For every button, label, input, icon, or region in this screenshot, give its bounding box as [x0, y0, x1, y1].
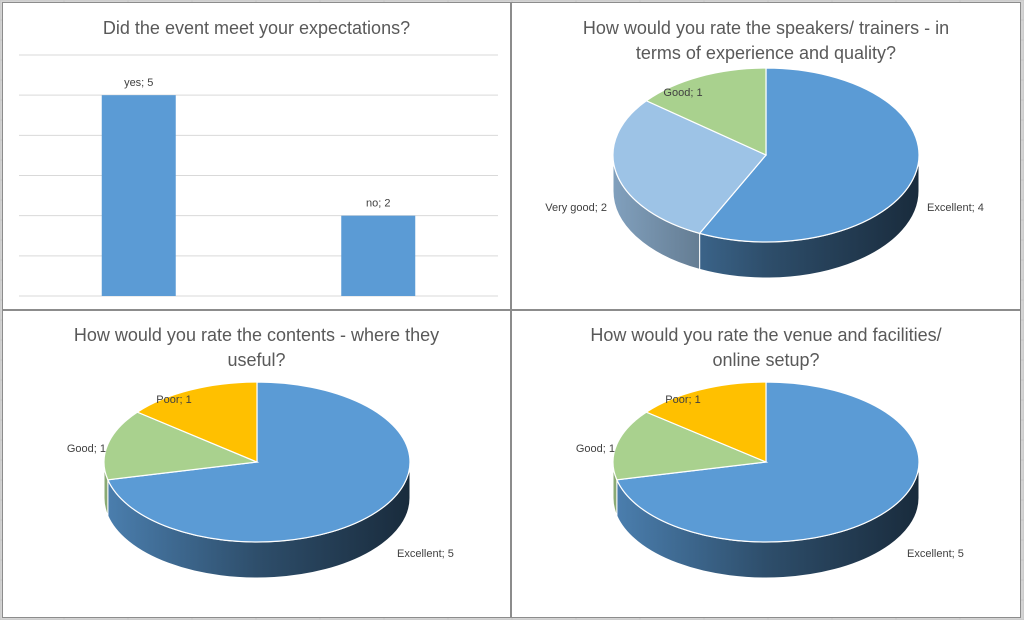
data-label-poor: Poor; 1	[156, 394, 191, 406]
data-label-poor: Poor; 1	[665, 394, 700, 406]
pie-slice-poor[interactable]	[136, 381, 258, 463]
chart-title: Did the event meet your expectations?	[102, 18, 411, 38]
data-label-very-good: Very good; 2	[545, 202, 607, 214]
pie-chart-plot: Excellent; 4 Very good; 2 Good; 1	[545, 67, 984, 279]
pie-slice-good[interactable]	[645, 67, 767, 156]
pie-top	[612, 381, 920, 543]
data-label-good: Good; 1	[67, 443, 106, 455]
data-label-excellent: Excellent; 5	[907, 548, 964, 560]
pie-slice-good[interactable]	[103, 411, 260, 481]
chart-expectations[interactable]: Did the event meet your expectations? ye…	[2, 2, 511, 310]
bar-yes[interactable]	[101, 95, 176, 297]
pie-slice-good[interactable]	[612, 411, 769, 481]
pie-chart-plot: Excellent; 5 Good; 1 Poor; 1	[576, 381, 964, 579]
pie-top	[103, 381, 411, 543]
data-label-yes: yes; 5	[124, 77, 153, 89]
data-label-excellent: Excellent; 5	[397, 548, 454, 560]
pie-slice-excellent[interactable]	[106, 381, 411, 543]
data-label-no: no; 2	[366, 198, 390, 210]
data-label-good: Good; 1	[663, 87, 702, 99]
chart-contents[interactable]: How would you rate the contents - where …	[2, 310, 511, 618]
pie-slice-poor[interactable]	[645, 381, 767, 463]
bar-no[interactable]	[341, 215, 416, 296]
pie-slice-very-good[interactable]	[612, 100, 767, 235]
pie-slice-excellent[interactable]	[615, 381, 920, 543]
pie-chart-plot: Excellent; 5 Good; 1 Poor; 1	[67, 381, 454, 579]
chart-title: How would you rate the venue and facilit…	[590, 325, 942, 370]
chart-title: How would you rate the speakers/ trainer…	[582, 18, 950, 63]
chart-title: How would you rate the contents - where …	[73, 325, 440, 370]
data-label-excellent: Excellent; 4	[927, 202, 984, 214]
chart-speakers[interactable]: How would you rate the speakers/ trainer…	[511, 2, 1021, 310]
gridlines	[19, 54, 498, 297]
pie-top	[612, 67, 920, 243]
pie-slice-excellent[interactable]	[698, 67, 920, 243]
chart-venue[interactable]: How would you rate the venue and facilit…	[511, 310, 1021, 618]
bar-chart-plot: yes; 5 no; 2	[19, 54, 498, 297]
data-label-good: Good; 1	[576, 443, 615, 455]
